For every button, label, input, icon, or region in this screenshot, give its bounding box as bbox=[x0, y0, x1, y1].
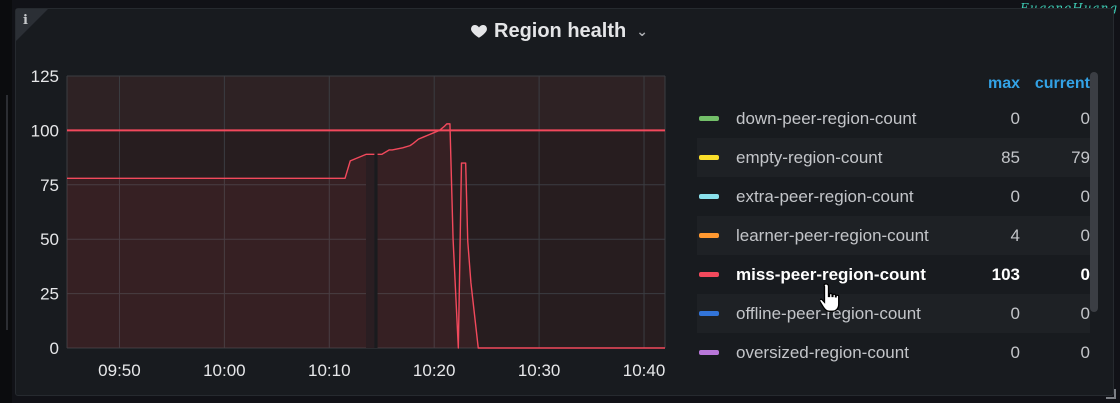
legend-swatch[interactable] bbox=[699, 194, 719, 199]
series-area-miss-peer-region-count bbox=[67, 154, 375, 348]
chevron-down-icon[interactable]: ⌄ bbox=[636, 22, 648, 39]
x-tick-label: 10:20 bbox=[413, 361, 456, 380]
legend-item-current: 79 bbox=[1071, 147, 1090, 167]
legend-item-max: 4 bbox=[1010, 225, 1020, 245]
y-tick-label: 100 bbox=[31, 121, 59, 140]
panel-title[interactable]: Region health ⌄ bbox=[470, 16, 648, 46]
legend-item-empty-region-count[interactable]: empty-region-count 85 79 bbox=[697, 138, 1090, 177]
legend-rows: down-peer-region-count 0 0 empty-region-cou… bbox=[697, 99, 1090, 372]
legend-item-label[interactable]: learner-peer-region-count bbox=[736, 225, 929, 245]
legend-swatch[interactable] bbox=[699, 233, 719, 238]
legend-header: max current bbox=[970, 75, 1090, 97]
legend-item-current: 0 bbox=[1080, 186, 1090, 206]
legend-item-current: 0 bbox=[1080, 225, 1090, 245]
legend-item-label[interactable]: down-peer-region-count bbox=[736, 108, 917, 128]
legend-column-max[interactable]: max bbox=[987, 75, 1020, 92]
legend-item-learner-peer-region-count[interactable]: learner-peer-region-count 4 0 bbox=[697, 216, 1090, 255]
legend-scrollbar[interactable] bbox=[1090, 72, 1098, 312]
data-gap-shade bbox=[366, 154, 378, 348]
legend-item-max: 0 bbox=[1010, 303, 1020, 323]
legend: max current down-peer-region-count 0 0 empt… bbox=[697, 70, 1090, 376]
legend-item-label[interactable]: extra-peer-region-count bbox=[736, 186, 914, 206]
info-icon[interactable]: i bbox=[23, 13, 28, 28]
heart-icon bbox=[471, 25, 487, 38]
legend-swatch[interactable] bbox=[699, 272, 719, 277]
legend-swatch[interactable] bbox=[699, 350, 719, 355]
hand-pointer-cursor-icon bbox=[820, 283, 840, 312]
x-tick-label: 10:00 bbox=[203, 361, 246, 380]
x-tick-label: 10:10 bbox=[308, 361, 351, 380]
panel-title-text: Region health bbox=[494, 19, 627, 42]
legend-item-max: 0 bbox=[1010, 186, 1020, 206]
series-area-miss-peer-region-count bbox=[377, 123, 665, 348]
x-tick-label: 10:40 bbox=[623, 361, 666, 380]
legend-item-max: 85 bbox=[1001, 147, 1020, 167]
legend-column-current[interactable]: current bbox=[1034, 75, 1090, 92]
series-line-miss-peer-region-count bbox=[67, 153, 375, 179]
y-tick-label: 0 bbox=[50, 339, 59, 358]
legend-item-label[interactable]: oversized-region-count bbox=[736, 342, 909, 362]
legend-item-miss-peer-region-count[interactable]: miss-peer-region-count 103 0 bbox=[697, 255, 1090, 294]
legend-item-current: 0 bbox=[1080, 264, 1090, 284]
x-tick-label: 09:50 bbox=[98, 361, 141, 380]
series-line-miss-peer-region-count bbox=[377, 123, 665, 349]
legend-item-label[interactable]: miss-peer-region-count bbox=[736, 264, 926, 284]
y-tick-label: 25 bbox=[40, 285, 59, 304]
legend-item-max: 0 bbox=[1010, 108, 1020, 128]
legend-item-label[interactable]: offline-peer-region-count bbox=[736, 303, 921, 323]
panel-info-corner[interactable] bbox=[16, 9, 48, 41]
legend-item-current: 0 bbox=[1080, 342, 1090, 362]
x-tick-label: 10:30 bbox=[518, 361, 561, 380]
threshold-region-above bbox=[67, 76, 665, 131]
legend-item-offline-peer-region-count[interactable]: offline-peer-region-count 0 0 bbox=[697, 294, 1090, 333]
legend-item-extra-peer-region-count[interactable]: extra-peer-region-count 0 0 bbox=[697, 177, 1090, 216]
legend-swatch[interactable] bbox=[699, 311, 719, 316]
legend-item-current: 0 bbox=[1080, 108, 1090, 128]
legend-item-max: 103 bbox=[991, 264, 1020, 284]
left-edge-strip bbox=[0, 0, 12, 403]
y-tick-label: 75 bbox=[40, 176, 59, 195]
legend-item-max: 0 bbox=[1010, 342, 1020, 362]
y-tick-label: 125 bbox=[31, 67, 59, 86]
resize-handle[interactable] bbox=[1106, 389, 1116, 399]
legend-swatch[interactable] bbox=[699, 155, 719, 160]
chart-area: 0 25 50 75 100 125 09:50 10:00 10:10 10:20 10:30 10… bbox=[31, 67, 666, 380]
legend-item-label[interactable]: empty-region-count bbox=[736, 147, 883, 167]
legend-swatch[interactable] bbox=[699, 116, 719, 121]
legend-item-oversized-region-count[interactable]: oversized-region-count 0 0 bbox=[697, 333, 1090, 372]
y-tick-label: 50 bbox=[40, 230, 59, 249]
legend-item-down-peer-region-count[interactable]: down-peer-region-count 0 0 bbox=[697, 99, 1090, 138]
legend-item-current: 0 bbox=[1080, 303, 1090, 323]
